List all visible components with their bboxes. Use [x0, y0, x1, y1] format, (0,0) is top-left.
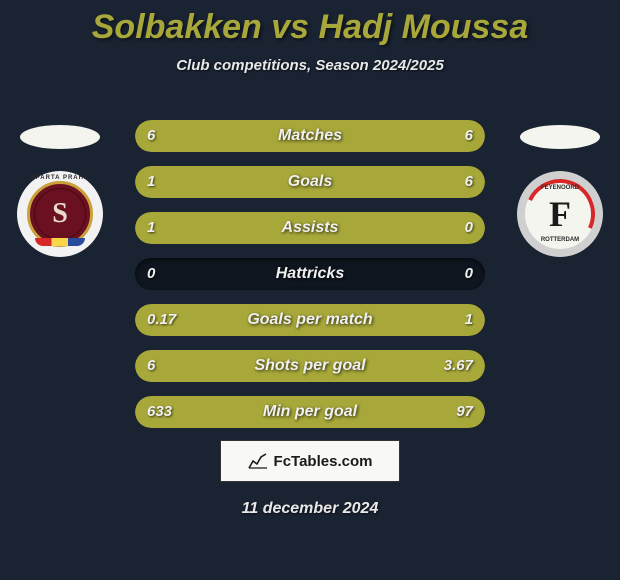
stat-value-left: 6: [147, 350, 155, 382]
stat-value-left: 0.17: [147, 304, 176, 336]
stat-value-right: 6: [465, 120, 473, 152]
club-badge-right-text-bot: ROTTERDAM: [541, 237, 579, 243]
stat-label: Hattricks: [135, 258, 485, 290]
stat-value-left: 633: [147, 396, 172, 428]
stat-row: 0 0Hattricks: [135, 258, 485, 290]
stat-row: 6 3.67Shots per goal: [135, 350, 485, 382]
footer-brand-text: FcTables.com: [274, 453, 373, 470]
stat-value-right: 0: [465, 258, 473, 290]
stat-value-left: 6: [147, 120, 155, 152]
stat-value-right: 6: [465, 166, 473, 198]
right-player-column: FEYENOORD F ROTTERDAM: [510, 125, 610, 257]
footer-brand-box: FcTables.com: [220, 440, 400, 482]
stat-label: Min per goal: [135, 396, 485, 428]
stat-value-right: 1: [465, 304, 473, 336]
stats-bars-container: 66Matches16Goals10Assists00Hattricks0.17…: [135, 120, 485, 442]
stat-value-left: 1: [147, 212, 155, 244]
stat-label: Assists: [135, 212, 485, 244]
club-badge-left-inner: S: [27, 181, 93, 247]
club-badge-left: SPARTA PRAHA S: [17, 171, 103, 257]
club-badge-left-stripe: [35, 238, 85, 246]
player-photo-placeholder-left: [20, 125, 100, 149]
page-subtitle: Club competitions, Season 2024/2025: [0, 57, 620, 74]
page-title: Solbakken vs Hadj Moussa: [0, 0, 620, 47]
club-badge-right-text-top: FEYENOORD: [541, 185, 579, 191]
club-badge-right: FEYENOORD F ROTTERDAM: [517, 171, 603, 257]
stat-label: Matches: [135, 120, 485, 152]
stat-row: 0.17 1Goals per match: [135, 304, 485, 336]
fctables-logo-icon: [248, 453, 268, 469]
club-badge-left-letter: S: [52, 198, 68, 230]
player-photo-placeholder-right: [520, 125, 600, 149]
club-badge-right-letter: F: [549, 193, 571, 235]
stat-value-right: 0: [465, 212, 473, 244]
stat-label: Shots per goal: [135, 350, 485, 382]
stat-row: 633 97Min per goal: [135, 396, 485, 428]
stat-value-left: 0: [147, 258, 155, 290]
stat-row: 6 6Matches: [135, 120, 485, 152]
stat-value-right: 3.67: [444, 350, 473, 382]
stat-value-right: 97: [456, 396, 473, 428]
stat-row: 1 6Goals: [135, 166, 485, 198]
stat-label: Goals per match: [135, 304, 485, 336]
footer-date: 11 december 2024: [0, 500, 620, 518]
stat-value-left: 1: [147, 166, 155, 198]
stat-row: 1 0Assists: [135, 212, 485, 244]
left-player-column: SPARTA PRAHA S: [10, 125, 110, 257]
stat-label: Goals: [135, 166, 485, 198]
club-badge-right-inner: FEYENOORD F ROTTERDAM: [525, 179, 595, 249]
